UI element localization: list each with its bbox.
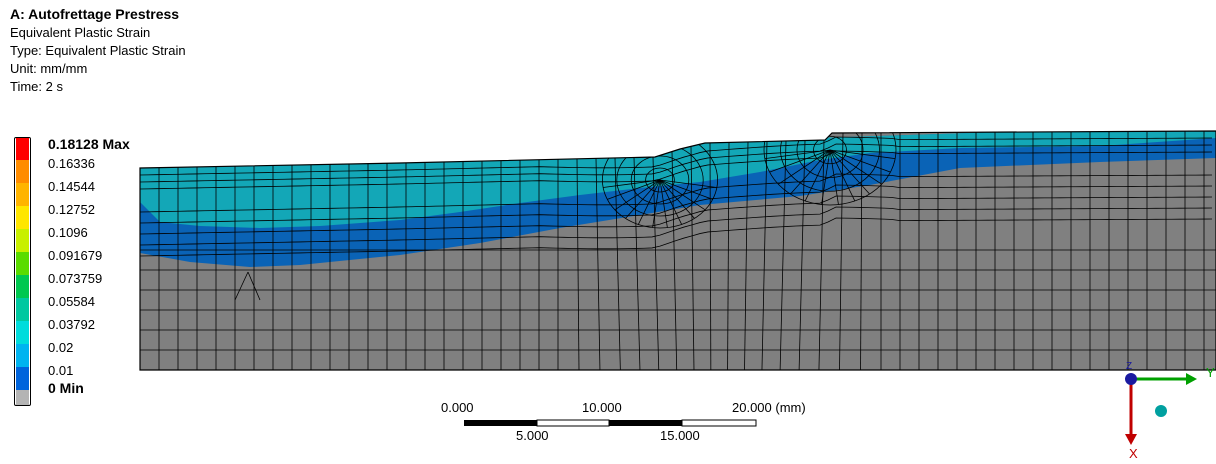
mesh-line	[860, 132, 863, 370]
legend-item: 0.073759	[12, 271, 162, 298]
scale-label-20: 20.000 (mm)	[732, 400, 806, 415]
legend-color-swatch	[16, 344, 29, 367]
mesh-line	[779, 140, 787, 370]
legend-item: 0.14544	[12, 179, 162, 206]
model-body	[140, 131, 1216, 370]
legend-item: 0.02	[12, 340, 162, 367]
legend-label: 0.14544	[48, 179, 95, 194]
mesh-line	[763, 131, 897, 206]
mesh-line	[633, 157, 641, 370]
legend-label: 0.12752	[48, 202, 95, 217]
legend-item: 0.01	[12, 363, 162, 390]
legend-color-swatch	[16, 183, 29, 206]
scale-label-0: 0.000	[441, 400, 474, 415]
legend-label: 0.05584	[48, 294, 95, 309]
mesh-line	[839, 132, 844, 370]
legend-label: 0.16336	[48, 156, 95, 171]
result-header: A: Autofrettage Prestress Equivalent Pla…	[10, 5, 186, 96]
legend-color-swatch	[16, 298, 29, 321]
legend-min-swatch	[16, 390, 29, 406]
x-axis-arrowhead	[1125, 434, 1137, 445]
legend-label: 0.02	[48, 340, 74, 355]
mesh-line	[690, 146, 695, 370]
legend-item: 0.03792	[12, 317, 162, 344]
legend-item: 0.05584	[12, 294, 162, 321]
teal-strain-region	[140, 131, 1216, 228]
scale-label-5: 5.000	[516, 428, 549, 443]
mesh-line	[576, 158, 580, 370]
contour-legend[interactable]: 0.18128 Max 0.16336 0.14544 0.12752 0.1096 0.…	[12, 136, 162, 407]
legend-color-swatch	[16, 367, 29, 390]
legend-label: 0.091679	[48, 248, 103, 263]
mesh-line	[744, 141, 749, 370]
mesh-line	[727, 142, 730, 370]
legend-color-swatch	[16, 252, 29, 275]
analysis-title: A: Autofrettage Prestress	[10, 6, 180, 22]
isometric-view-ball[interactable]	[1155, 405, 1167, 417]
mesh-line	[796, 131, 864, 178]
legend-color-swatch	[16, 206, 29, 229]
mesh-line	[614, 157, 621, 370]
mesh-line	[645, 167, 675, 193]
legend-color-swatch	[16, 160, 29, 183]
scale-label-15: 15.000	[660, 428, 700, 443]
legend-color-swatch	[16, 137, 29, 160]
z-axis-label: Z	[1126, 362, 1132, 372]
result-unit: Unit: mm/mm	[10, 61, 88, 76]
mesh-line	[234, 271, 249, 301]
result-name: Equivalent Plastic Strain	[10, 25, 151, 40]
legend-label: 0.18128 Max	[48, 136, 130, 152]
mesh-line	[761, 141, 768, 370]
y-axis-label: Y	[1206, 365, 1215, 380]
z-axis-dot	[1125, 373, 1137, 385]
mesh-line	[709, 142, 712, 370]
legend-label: 0.03792	[48, 317, 95, 332]
legend-label: 0.1096	[48, 225, 88, 240]
legend-item: 0.18128 Max	[12, 136, 162, 160]
scale-bar-graphic	[464, 419, 757, 427]
mesh-line	[595, 158, 601, 370]
result-time: Time: 2 s	[10, 79, 63, 94]
mesh-line	[818, 140, 825, 370]
result-type: Type: Equivalent Plastic Strain	[10, 43, 186, 58]
mesh-line	[780, 131, 880, 192]
legend-item: 0 Min	[12, 380, 162, 413]
legend-color-swatch	[16, 321, 29, 344]
legend-color-swatch	[16, 229, 29, 252]
mesh-line	[247, 271, 261, 301]
coordinate-triad[interactable]: Y X Z	[1110, 362, 1216, 464]
legend-label: 0.073759	[48, 271, 103, 286]
legend-item: 0.091679	[12, 248, 162, 275]
legend-item: 0.1096	[12, 225, 162, 252]
mesh-line	[671, 151, 678, 370]
x-axis-label: X	[1129, 446, 1138, 461]
legend-label: 0.01	[48, 363, 74, 378]
y-axis-arrowhead	[1186, 373, 1197, 385]
legend-color-swatch	[16, 275, 29, 298]
scale-bar: 0.000 10.000 20.000 (mm) 5.000 15.000	[440, 396, 840, 446]
legend-item: 0.16336	[12, 156, 162, 183]
mesh-line	[813, 135, 847, 165]
legend-item: 0.12752	[12, 202, 162, 229]
scale-label-10: 10.000	[582, 400, 622, 415]
mesh-lines	[140, 131, 1216, 370]
legend-label: 0 Min	[48, 380, 84, 396]
